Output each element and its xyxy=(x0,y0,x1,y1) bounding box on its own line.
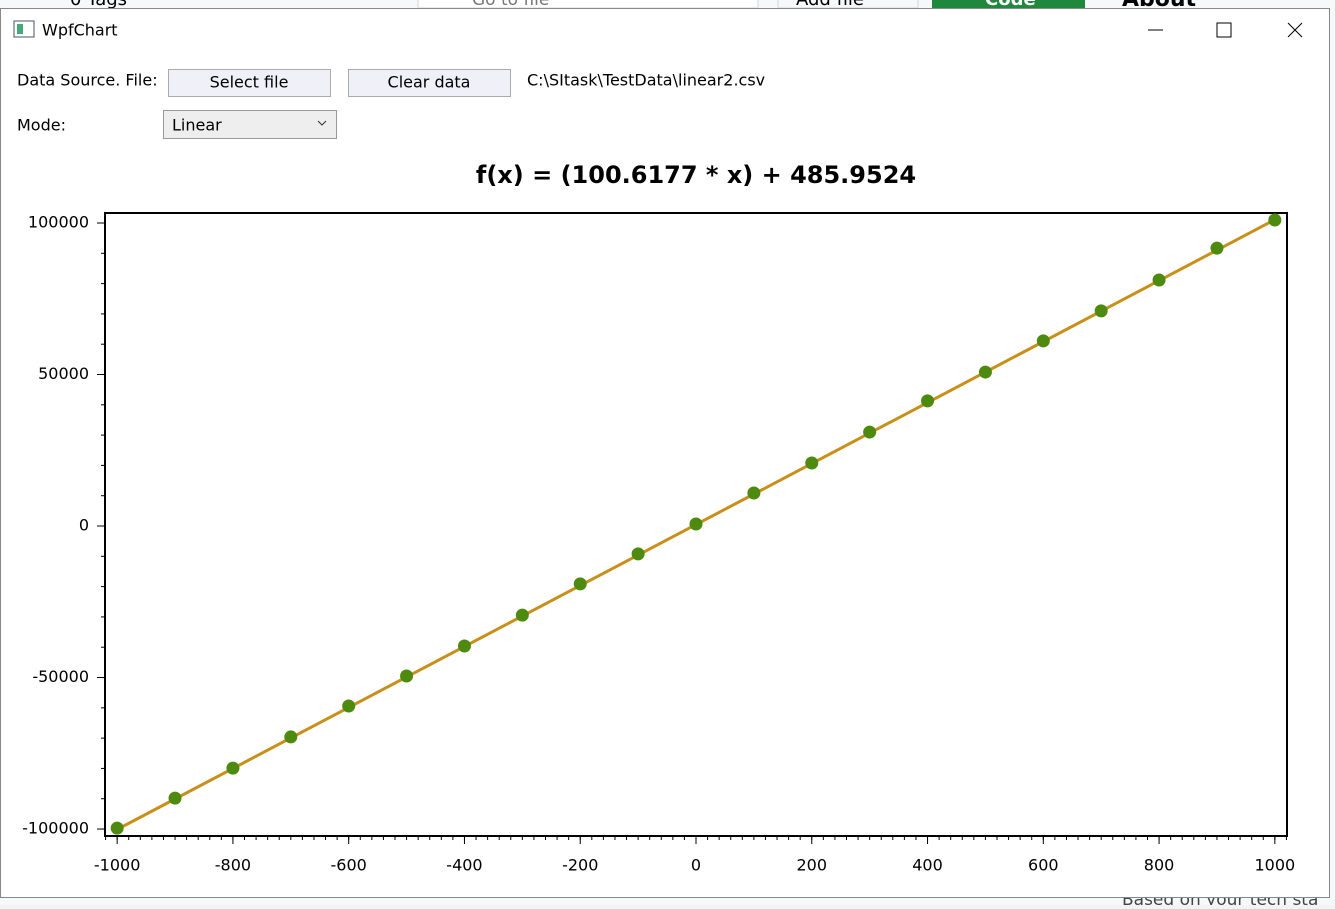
data-point xyxy=(1036,334,1050,348)
y-tick-label: 0 xyxy=(79,516,89,535)
x-tick-label: -1000 xyxy=(94,856,141,875)
bg-code: Code xyxy=(985,0,1036,10)
select-button[interactable] xyxy=(168,69,331,97)
data-point xyxy=(747,486,761,500)
x-tick-label: 800 xyxy=(1144,856,1175,875)
mode-arrow[interactable] xyxy=(317,120,327,126)
data-point xyxy=(1268,213,1282,227)
chart: -1000 -800 -600 -400 -200 0 200 400 600 800 1000 -1… xyxy=(22,212,1295,875)
file-path: C:\SItask\TestData\linear2.csv xyxy=(527,71,765,90)
data-point xyxy=(978,365,992,379)
data-point xyxy=(1210,241,1224,255)
data-point xyxy=(1152,273,1166,287)
select-button-label[interactable]: Select file xyxy=(210,73,289,92)
clear-button-label[interactable]: Clear data xyxy=(388,73,471,92)
data-point xyxy=(689,517,703,531)
data-point xyxy=(805,456,819,470)
x-tick-label: 0 xyxy=(691,856,701,875)
clear-button[interactable] xyxy=(348,69,511,97)
data-point xyxy=(921,394,935,408)
app-icon-inner xyxy=(17,24,23,34)
bg-code-btn xyxy=(932,0,1085,8)
mode-label: Mode: xyxy=(17,116,66,135)
x-tick-label: 200 xyxy=(796,856,827,875)
data-point xyxy=(110,821,124,835)
x-tick-label: 1000 xyxy=(1254,856,1295,875)
data-point xyxy=(863,425,877,439)
y-tick-label: 50000 xyxy=(38,364,89,383)
data-point xyxy=(226,761,240,775)
x-tick-label: 400 xyxy=(912,856,943,875)
chart-title: f(x) = (100.6177 * x) + 485.9524 xyxy=(476,161,916,189)
data-point xyxy=(457,639,471,653)
y-tick-label: -100000 xyxy=(22,819,89,838)
x-tick-label: 600 xyxy=(1028,856,1059,875)
y-tick-label: 100000 xyxy=(28,212,89,231)
mode-select[interactable] xyxy=(163,110,337,139)
data-point xyxy=(573,577,587,591)
data-point xyxy=(515,608,529,622)
y-tick-label: -50000 xyxy=(32,667,89,686)
mode-value[interactable]: Linear xyxy=(172,116,222,135)
x-tick-label: -800 xyxy=(215,856,251,875)
data-point xyxy=(1094,304,1108,318)
bg-addfile: Add file xyxy=(796,0,864,10)
bg-search xyxy=(417,0,759,9)
close[interactable] xyxy=(1287,22,1303,38)
x-tick-label: -200 xyxy=(562,856,598,875)
data-point xyxy=(284,730,298,744)
window-title: WpfChart xyxy=(42,21,118,40)
data-point xyxy=(168,791,182,805)
maximize[interactable] xyxy=(1216,22,1232,38)
bg-tags: 0 Tags xyxy=(70,0,127,10)
source-label: Data Source. File: xyxy=(17,71,158,90)
data-point xyxy=(342,699,356,713)
x-tick-label: -400 xyxy=(446,856,482,875)
x-tick-label: -600 xyxy=(331,856,367,875)
data-point xyxy=(400,669,414,683)
bg-goto: Go to file xyxy=(472,0,549,10)
data-point xyxy=(631,547,645,561)
